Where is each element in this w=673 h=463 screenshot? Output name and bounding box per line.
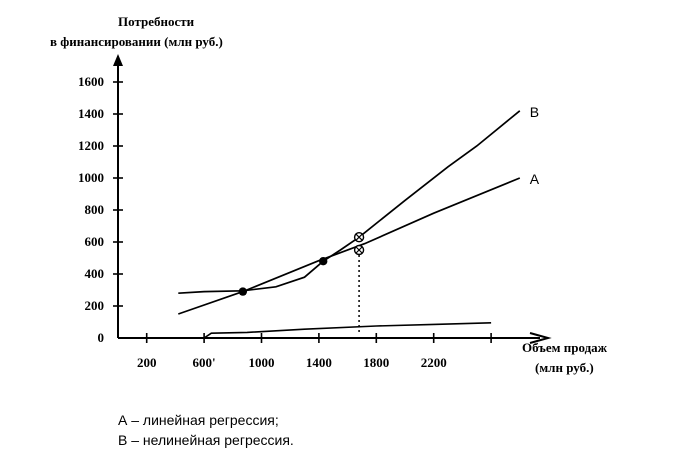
x-tick-label: 200 — [137, 355, 157, 370]
x-tick-label: 1000 — [249, 355, 275, 370]
y-axis-arrow — [113, 54, 123, 66]
y-axis: 0 200 400 600 800 1000 1200 1400 1600 — [78, 54, 123, 345]
y-tick-label: 0 — [98, 330, 105, 345]
y-tick-label: 400 — [85, 266, 105, 281]
y-axis-title: Потребности в финансировании (млн руб.) — [50, 14, 223, 49]
crossed-point-mark — [355, 233, 363, 241]
y-tick-label: 800 — [85, 202, 105, 217]
x-axis-arrow — [529, 332, 552, 344]
x-tick-label: 1400 — [306, 355, 332, 370]
legend-item-a: А – линейная регрессия; — [118, 412, 279, 428]
x-axis: 200 600' 1000 1400 1800 2200 — [118, 332, 552, 370]
series-label-b: B — [530, 104, 539, 120]
intersection-point — [319, 257, 328, 266]
baseline-curve — [203, 322, 492, 339]
x-tick-label: 600' — [193, 355, 216, 370]
y-tick-label: 200 — [85, 298, 105, 313]
y-axis-title-line-1: Потребности — [118, 14, 195, 29]
series-line-a — [178, 177, 521, 315]
legend-item-b: В – нелинейная регрессия. — [118, 432, 294, 448]
x-tick-label: 1800 — [363, 355, 389, 370]
x-axis-title-line-2: (млн руб.) — [535, 360, 594, 375]
y-tick-label: 1000 — [78, 170, 104, 185]
x-tick-label: 2200 — [421, 355, 447, 370]
y-tick-label: 600 — [85, 234, 105, 249]
intersection-point — [238, 287, 248, 296]
crossed-point-mark — [355, 246, 363, 254]
y-tick-label: 1400 — [78, 106, 104, 121]
series-label-a: A — [530, 171, 540, 187]
y-tick-label: 1600 — [78, 74, 104, 89]
y-axis-title-line-2: в финансировании (млн руб.) — [50, 34, 223, 49]
plot-area: AB — [178, 104, 540, 339]
x-axis-title-line-1: Объем продаж — [522, 340, 608, 355]
x-axis-title: Объем продаж (млн руб.) — [522, 340, 608, 375]
y-tick-label: 1200 — [78, 138, 104, 153]
legend: А – линейная регрессия; В – нелинейная р… — [118, 410, 294, 450]
series-line-b — [178, 110, 521, 295]
